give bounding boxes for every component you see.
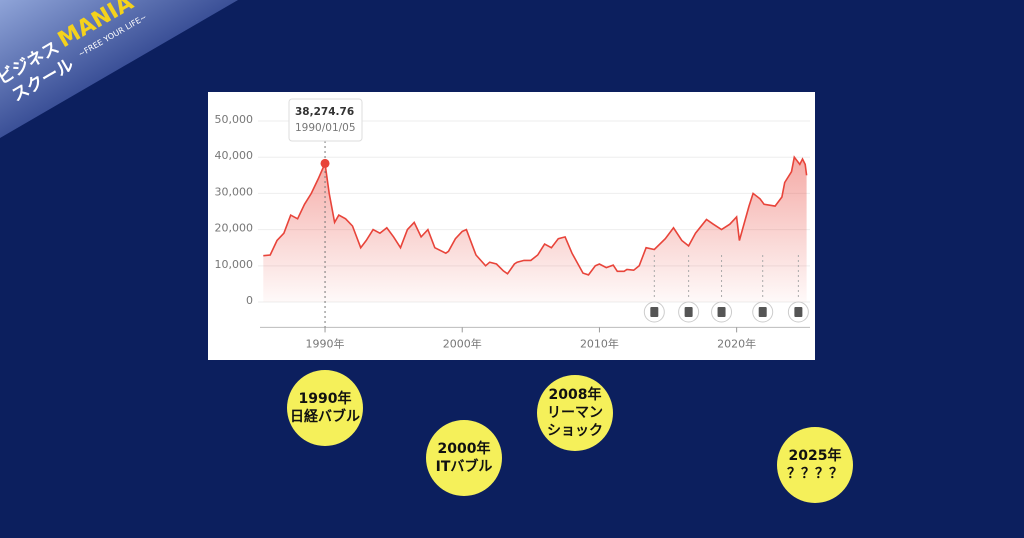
bubble-text: リーマン	[547, 405, 603, 421]
event-icon	[794, 307, 803, 317]
area	[263, 157, 807, 303]
event-icon	[758, 307, 767, 317]
logo-banner	[0, 0, 238, 138]
bubble	[777, 427, 853, 503]
event-icon	[684, 307, 693, 317]
bubble	[537, 375, 613, 451]
bubble-text: 1990年	[299, 390, 352, 407]
x-tick-label: 2010年	[580, 336, 619, 350]
x-tick-label: 2020年	[717, 336, 756, 350]
x-tick-label: 1990年	[306, 336, 345, 350]
event-icon	[717, 307, 726, 317]
bubble-text: 日経バブル	[290, 408, 360, 425]
y-tick-label: 50,000	[215, 113, 254, 126]
bubble-text: ショック	[547, 423, 603, 439]
bubble-text: ITバブル	[436, 458, 493, 475]
tooltip-date: 1990/01/05	[295, 122, 356, 134]
bubble-text: 2025年	[789, 447, 842, 464]
tooltip	[288, 98, 363, 142]
bubble-text: ？？？？	[787, 466, 843, 482]
plot: 0 10,000 20,000 30,000 40,000 50,000 1990年 2000…	[215, 98, 810, 350]
bubble	[287, 370, 363, 446]
bubble	[426, 420, 502, 496]
tooltip-value: 38,274.76	[295, 106, 354, 118]
peak-marker	[320, 158, 330, 168]
bubble-text: 2008年	[549, 386, 602, 403]
line	[263, 155, 808, 276]
y-tick-label: 40,000	[215, 149, 254, 162]
y-tick-label: 0	[246, 294, 253, 307]
x-tick-label: 2000年	[443, 336, 482, 350]
y-tick-label: 20,000	[215, 222, 254, 235]
y-tick-label: 10,000	[215, 258, 254, 271]
event-icon	[650, 307, 659, 317]
bubble-text: 2000年	[438, 440, 491, 457]
y-tick-label: 30,000	[215, 185, 254, 198]
